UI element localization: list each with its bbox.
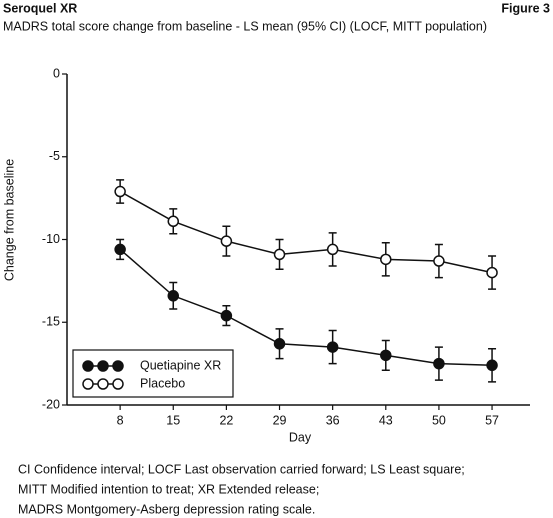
y-tick-label: -15 [42, 315, 60, 329]
marker [326, 243, 339, 256]
marker [220, 235, 233, 247]
marker [167, 290, 180, 302]
y-tick-label: -20 [42, 397, 60, 411]
y-tick-label: -10 [42, 232, 60, 246]
x-axis-label: Day [289, 430, 312, 444]
source: Seroquel XR [3, 1, 77, 15]
x-tick-label: 22 [219, 413, 233, 427]
marker [433, 357, 445, 370]
series-line [119, 190, 493, 274]
legend-marker [82, 360, 94, 372]
figure-label: Figure 3 [501, 1, 550, 15]
series-line [119, 248, 493, 367]
marker [220, 309, 233, 322]
footnote: CI Confidence interval; LOCF Last observ… [18, 462, 465, 476]
marker [273, 248, 286, 261]
footnote: MADRS Montgomery-Asberg depression ratin… [18, 502, 315, 516]
y-axis-label: Change from baseline [2, 159, 16, 281]
marker [167, 215, 180, 228]
legend-label: Placebo [140, 376, 185, 390]
legend-marker [82, 378, 94, 390]
marker [486, 359, 498, 372]
x-tick-label: 36 [326, 413, 340, 427]
footnote: MITT Modified intention to treat; XR Ext… [18, 482, 319, 496]
marker [114, 185, 126, 198]
marker [380, 253, 392, 266]
marker [380, 349, 392, 362]
y-tick-label: -5 [49, 149, 60, 163]
marker [326, 341, 339, 353]
x-tick-label: 57 [485, 413, 499, 427]
x-tick-label: 15 [166, 413, 180, 427]
legend-label: Quetiapine XR [140, 358, 221, 372]
legend-marker [112, 360, 124, 372]
x-tick-label: 43 [379, 413, 393, 427]
chart-title: MADRS total score change from baseline -… [3, 19, 487, 33]
marker [486, 266, 498, 279]
marker [114, 243, 126, 256]
x-tick-label: 8 [117, 413, 124, 427]
legend-marker [112, 378, 124, 390]
legend-marker [97, 360, 109, 372]
x-tick-label: 50 [432, 413, 446, 427]
marker [433, 255, 445, 267]
marker [273, 338, 286, 350]
x-tick-label: 29 [273, 413, 287, 427]
y-tick-label: 0 [53, 66, 60, 80]
legend-marker [97, 378, 109, 390]
legend-box [72, 349, 234, 398]
